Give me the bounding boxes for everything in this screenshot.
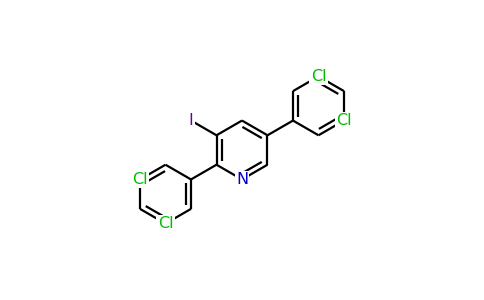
Text: Cl: Cl [132, 172, 148, 187]
Text: Cl: Cl [158, 216, 173, 231]
Text: Cl: Cl [311, 69, 326, 84]
Text: N: N [236, 172, 248, 187]
Text: Cl: Cl [336, 113, 352, 128]
Text: I: I [189, 113, 194, 128]
